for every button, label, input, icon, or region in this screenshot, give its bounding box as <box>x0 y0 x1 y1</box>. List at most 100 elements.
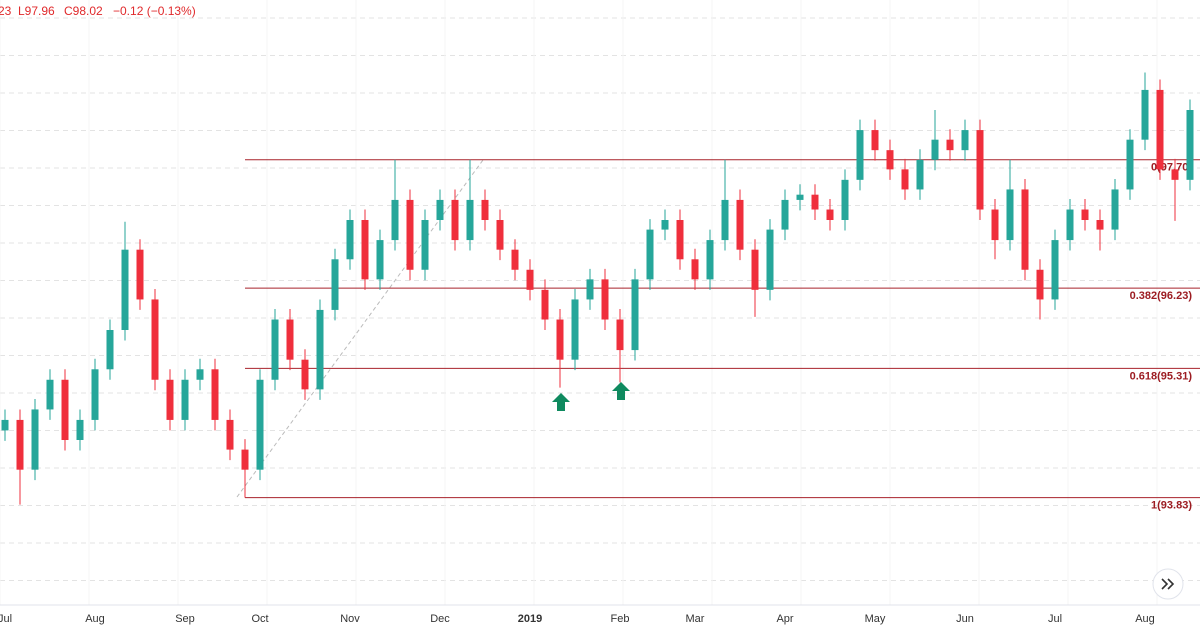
x-tick-label: Aug <box>1135 613 1155 625</box>
x-tick-label: Sep <box>175 613 195 625</box>
candle-body <box>661 220 669 230</box>
candle-body <box>841 179 849 220</box>
legend-low: L97.96 <box>18 4 55 18</box>
x-tick-label: Aug <box>85 613 105 625</box>
x-tick-label: Feb <box>611 613 630 625</box>
candle-body <box>286 319 294 360</box>
candle-body <box>706 240 714 280</box>
candle-body <box>1096 220 1104 230</box>
candle-body <box>196 369 204 380</box>
candle-body <box>526 269 534 290</box>
x-tick-label: Dec <box>430 613 450 625</box>
candle-body <box>331 259 339 310</box>
candle-body <box>766 229 774 290</box>
scroll-to-latest-button[interactable] <box>1152 568 1184 600</box>
candle-body <box>586 279 594 300</box>
x-tick-label: Nov <box>340 613 360 625</box>
candle-body <box>811 194 819 210</box>
candle-body <box>826 209 834 220</box>
fib-retracement: 0(97.70)0.382(96.23)0.618(95.31)1(93.83) <box>245 159 1200 512</box>
candle-body <box>1126 139 1134 190</box>
candle-body <box>1006 189 1014 241</box>
candle-body <box>1021 189 1029 270</box>
time-axis: Jul Aug Sep Oct Nov Dec 2019 Feb Mar Apr May Jun Jul… <box>0 613 1155 625</box>
candle-body <box>751 249 759 290</box>
candle-body <box>781 199 789 230</box>
x-tick-label: Jul <box>0 613 12 625</box>
candle-body <box>226 419 234 450</box>
candle-body <box>571 299 579 360</box>
candle-body <box>76 419 84 440</box>
candle-body <box>466 199 474 241</box>
candle-body <box>91 369 99 420</box>
candle-body <box>361 220 369 280</box>
x-tick-label: Oct <box>251 613 268 625</box>
x-tick-label: 2019 <box>518 613 542 625</box>
x-tick-label: Jun <box>956 613 974 625</box>
candle-body <box>391 199 399 241</box>
candle-body <box>961 130 969 151</box>
candle-body <box>241 449 249 470</box>
x-tick-label: May <box>865 613 886 625</box>
candle-body <box>121 249 129 330</box>
candle-body <box>931 139 939 160</box>
candle-body <box>166 379 174 420</box>
candle-body <box>1171 169 1179 180</box>
candle-body <box>496 220 504 250</box>
candle-body <box>886 150 894 170</box>
candle-body <box>946 139 954 151</box>
legend-high: 23 <box>0 4 12 18</box>
candle-body <box>106 330 114 370</box>
candle-body <box>541 289 549 320</box>
candle-body <box>631 279 639 351</box>
candle-body <box>421 220 429 270</box>
fib-level-label: 1(93.83) <box>1151 500 1192 512</box>
candle-body <box>616 319 624 351</box>
candles <box>1 72 1194 505</box>
candle-body <box>1 419 9 431</box>
candle-body <box>256 379 264 470</box>
candle-body <box>31 409 39 470</box>
x-tick-label: Apr <box>776 613 793 625</box>
candle-body <box>181 379 189 420</box>
grid <box>0 0 1200 605</box>
candle-body <box>736 199 744 250</box>
candle-body <box>406 199 414 270</box>
candle-body <box>136 249 144 300</box>
signal-arrow <box>552 393 570 411</box>
candle-body <box>316 309 324 390</box>
candle-body <box>16 419 24 470</box>
candle-body <box>691 259 699 280</box>
candle-body <box>991 209 999 241</box>
candle-body <box>1186 110 1194 180</box>
candle-body <box>346 220 354 260</box>
candle-body <box>871 130 879 151</box>
candle-body <box>646 229 654 280</box>
signal-arrow <box>612 382 630 400</box>
candle-body <box>796 194 804 200</box>
fib-level-label: 0.618(95.31) <box>1130 370 1193 382</box>
candle-body <box>901 169 909 190</box>
candle-body <box>376 240 384 280</box>
candle-body <box>436 199 444 220</box>
candle-body <box>301 359 309 390</box>
candle-body <box>271 319 279 380</box>
candle-body <box>151 299 159 380</box>
candle-body <box>1141 89 1149 140</box>
candle-body <box>1051 240 1059 300</box>
candle-body <box>511 249 519 270</box>
candle-body <box>721 199 729 241</box>
candle-body <box>976 130 984 210</box>
candle-body <box>1081 209 1089 220</box>
fib-level-label: 0.382(96.23) <box>1130 290 1193 302</box>
candle-body <box>676 220 684 260</box>
candle-body <box>1111 189 1119 230</box>
candle-body <box>211 369 219 420</box>
legend-change: −0.12 (−0.13%) <box>113 4 196 18</box>
candle-body <box>556 319 564 360</box>
candle-body <box>916 159 924 190</box>
candle-body <box>601 279 609 320</box>
x-tick-label: Jul <box>1048 613 1062 625</box>
candle-body <box>1156 89 1164 170</box>
